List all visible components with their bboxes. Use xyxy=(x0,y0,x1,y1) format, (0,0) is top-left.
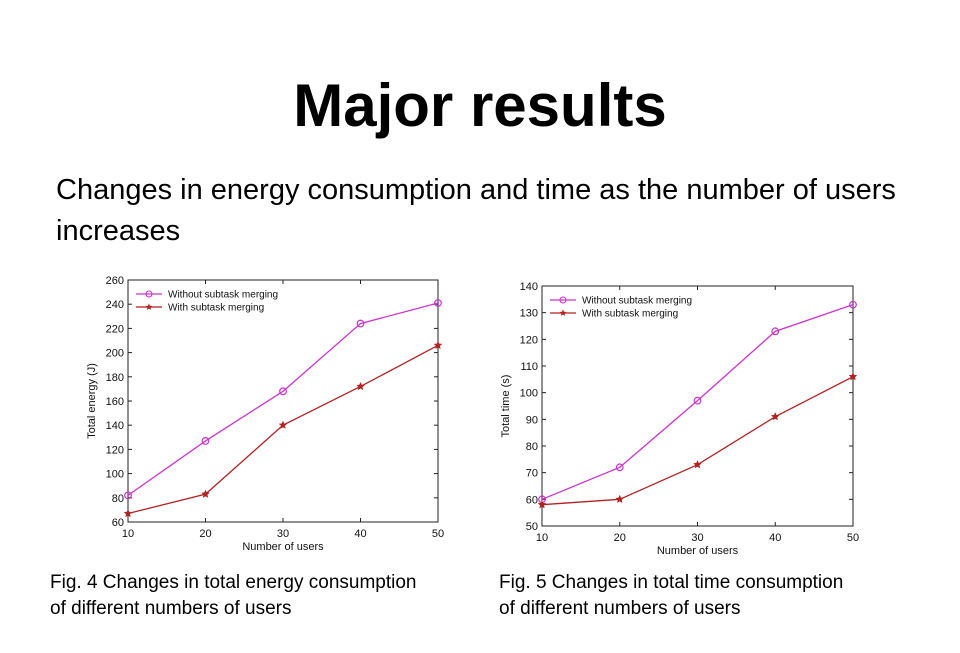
energy-series-1-point xyxy=(123,508,133,518)
energy-legend-label-0: Without subtask merging xyxy=(168,290,278,301)
time-caption-line-1: Fig. 5 Changes in total time consumption xyxy=(499,572,844,593)
energy-series-0-line xyxy=(127,302,439,496)
energy-series-1-point xyxy=(201,489,210,498)
energy-xtick-label: 40 xyxy=(354,528,366,540)
energy-series-0-point xyxy=(124,491,132,500)
time-chart: 50 60 70 80 90 100 110 120 130 140 10 20 30 40 50 Numbe… xyxy=(500,281,859,557)
energy-ytick-label: 200 xyxy=(106,348,124,360)
time-ytick-label: 80 xyxy=(526,441,538,453)
energy-series-0-point xyxy=(434,299,442,307)
energy-legend-marker-1 xyxy=(145,303,153,310)
energy-ylabel: Total energy (J) xyxy=(86,363,98,439)
time-ytick-label: 110 xyxy=(520,361,538,373)
time-ytick-label: 100 xyxy=(520,388,538,400)
energy-legend-label-1: With subtask merging xyxy=(168,303,264,314)
time-xtick-label: 40 xyxy=(769,532,781,544)
time-series-1-point xyxy=(848,372,858,381)
energy-xtick-label: 30 xyxy=(277,528,289,540)
time-ytick-label: 50 xyxy=(526,521,538,533)
energy-ytick-label: 100 xyxy=(106,469,124,481)
time-figure-caption: Fig. 5 Changes in total time consumption… xyxy=(499,570,919,622)
energy-series-1-point xyxy=(278,420,288,429)
time-series-1-point xyxy=(770,412,780,421)
time-series-0-line xyxy=(541,304,854,500)
energy-ytick-label: 240 xyxy=(106,299,124,311)
time-ytick-label: 130 xyxy=(520,308,538,320)
energy-chart: 60 80 100 120 140 160 180 200 220 240 260 10 20 30 40 5… xyxy=(86,275,444,553)
time-series-0-point xyxy=(849,300,857,309)
time-caption-line-2: of different numbers of users xyxy=(499,598,741,619)
energy-ytick-label: 80 xyxy=(112,493,124,505)
time-xtick-label: 10 xyxy=(536,532,548,544)
time-xlabel: Number of users xyxy=(657,545,739,557)
energy-caption-line-2: of different numbers of users xyxy=(50,598,292,619)
energy-legend-marker-0 xyxy=(145,290,153,298)
time-series-1-point xyxy=(693,460,702,469)
energy-ytick-label: 260 xyxy=(106,275,124,287)
time-ytick-label: 60 xyxy=(526,494,538,506)
time-series-0-point xyxy=(693,396,702,405)
time-ytick-label: 120 xyxy=(520,334,538,346)
time-ytick-label: 70 xyxy=(526,468,538,480)
energy-series-0-point xyxy=(201,437,210,445)
time-xtick-label: 50 xyxy=(847,532,859,544)
time-series-0-point xyxy=(771,327,780,336)
energy-ytick-label: 220 xyxy=(106,323,124,335)
time-xtick-label: 30 xyxy=(691,532,703,544)
energy-series-1-point xyxy=(356,381,365,391)
energy-ytick-label: 160 xyxy=(106,396,124,408)
energy-xtick-label: 20 xyxy=(199,528,211,540)
energy-ytick-label: 60 xyxy=(112,517,124,529)
energy-caption-line-1: Fig. 4 Changes in total energy consumpti… xyxy=(50,572,417,593)
time-legend-marker-1 xyxy=(559,309,567,316)
time-legend-marker-0 xyxy=(559,296,567,304)
time-series-1-point xyxy=(615,494,625,504)
time-xtick-label: 20 xyxy=(614,532,626,544)
time-series-0-point xyxy=(615,463,624,472)
energy-ytick-label: 180 xyxy=(106,372,124,384)
slide-subtitle: Changes in energy consumption and time a… xyxy=(56,174,896,247)
time-series-1-point xyxy=(537,500,547,509)
energy-series-0-point xyxy=(356,319,365,328)
energy-series-0-point xyxy=(279,387,287,396)
time-plot-frame xyxy=(541,285,854,527)
energy-figure-caption: Fig. 4 Changes in total energy consumpti… xyxy=(50,570,490,622)
time-legend-label-1: With subtask merging xyxy=(582,309,678,320)
energy-plot-frame xyxy=(127,279,439,523)
energy-series-1-point xyxy=(433,340,443,350)
slide-title: Major results xyxy=(293,72,667,139)
energy-ytick-label: 120 xyxy=(106,444,124,456)
energy-ytick-label: 140 xyxy=(106,420,124,432)
time-ytick-label: 90 xyxy=(526,414,538,426)
time-legend-label-0: Without subtask merging xyxy=(582,296,692,307)
time-ylabel: Total time (s) xyxy=(500,375,512,438)
time-ytick-label: 140 xyxy=(520,281,538,293)
energy-xtick-label: 10 xyxy=(122,528,134,540)
energy-xtick-label: 50 xyxy=(432,528,444,540)
energy-xlabel: Number of users xyxy=(242,541,324,553)
